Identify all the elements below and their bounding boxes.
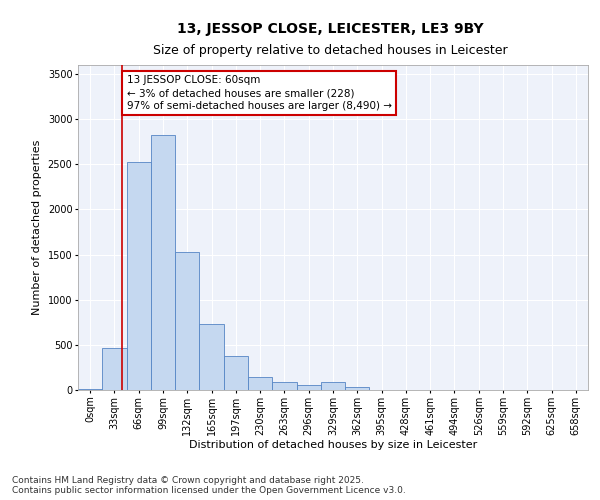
Text: Contains HM Land Registry data © Crown copyright and database right 2025.
Contai: Contains HM Land Registry data © Crown c… (12, 476, 406, 495)
Bar (272, 382, 296, 390)
Bar (127, 162, 151, 390)
Bar (151, 134, 175, 390)
Bar (345, 388, 370, 390)
Bar (78, 389, 102, 390)
Text: 13, JESSOP CLOSE, LEICESTER, LE3 9BY: 13, JESSOP CLOSE, LEICESTER, LE3 9BY (176, 22, 484, 36)
Bar (102, 348, 127, 390)
Text: 13 JESSOP CLOSE: 60sqm
← 3% of detached houses are smaller (228)
97% of semi-det: 13 JESSOP CLOSE: 60sqm ← 3% of detached … (127, 75, 392, 112)
Bar (199, 324, 224, 390)
Bar (175, 252, 199, 390)
X-axis label: Distribution of detached houses by size in Leicester: Distribution of detached houses by size … (189, 440, 477, 450)
Bar (248, 377, 272, 390)
Text: Size of property relative to detached houses in Leicester: Size of property relative to detached ho… (152, 44, 508, 57)
Bar (296, 385, 321, 390)
Bar (321, 382, 345, 390)
Bar (224, 356, 248, 390)
Y-axis label: Number of detached properties: Number of detached properties (32, 140, 42, 315)
